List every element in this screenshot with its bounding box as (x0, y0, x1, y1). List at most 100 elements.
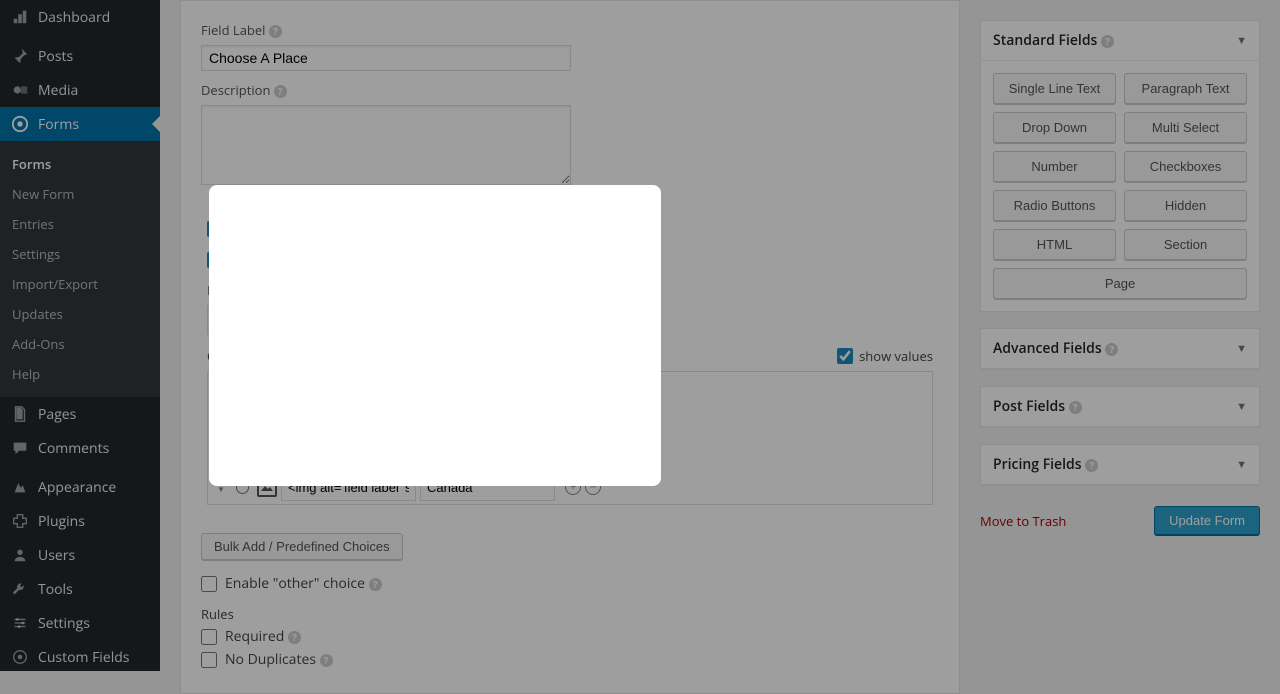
remove-choice-icon[interactable]: − (585, 411, 601, 427)
bulk-add-button[interactable]: Bulk Add / Predefined Choices (201, 533, 403, 560)
image-label-label: Personality Quiz Image Label (207, 281, 933, 299)
sidebar-item-dashboard[interactable]: Dashboard (0, 0, 160, 34)
post-fields-panel: Post Fields ? ▼ (980, 386, 1260, 428)
choice-default-radio[interactable] (236, 447, 249, 460)
description-textarea[interactable] (201, 105, 571, 185)
help-icon[interactable]: ? (320, 654, 333, 667)
forms-icon (10, 114, 30, 134)
sidebar-label: Forms (38, 115, 79, 134)
field-type-button[interactable]: Checkboxes (1124, 151, 1247, 182)
sidebar-item-forms[interactable]: Forms (0, 107, 160, 141)
choice-label-input[interactable] (281, 439, 416, 467)
show-values-checkbox[interactable] (837, 348, 853, 364)
help-icon[interactable]: ? (369, 578, 382, 591)
sidebar-item-customfields[interactable]: Custom Fields (0, 640, 160, 674)
submenu-item-help[interactable]: Help (0, 359, 160, 389)
advanced-fields-header[interactable]: Advanced Fields ? ▼ (981, 329, 1259, 369)
enable-other-checkbox[interactable] (201, 576, 217, 592)
admin-sidebar: Dashboard Posts Media Forms Forms New Fo… (0, 0, 160, 671)
add-choice-icon[interactable]: + (565, 445, 581, 461)
help-icon[interactable]: ? (1085, 459, 1098, 472)
field-type-button[interactable]: Number (993, 151, 1116, 182)
submenu-item-newform[interactable]: New Form (0, 179, 160, 209)
custom-fields-icon (10, 647, 30, 667)
pages-icon (10, 404, 30, 424)
field-settings-panel: Field Label ? Description ? Use for Pers… (180, 0, 960, 694)
choices-table: Label Value + − (207, 371, 933, 505)
drag-handle-icon[interactable] (214, 413, 228, 425)
help-icon[interactable]: ? (288, 631, 301, 644)
standard-fields-header[interactable]: Standard Fields ? ▼ (981, 21, 1259, 61)
submenu-item-entries[interactable]: Entries (0, 209, 160, 239)
sidebar-item-appearance[interactable]: Appearance (0, 470, 160, 504)
pricing-fields-header[interactable]: Pricing Fields ? ▼ (981, 445, 1259, 485)
choice-label-input[interactable] (281, 473, 416, 501)
sidebar-item-plugins[interactable]: Plugins (0, 504, 160, 538)
help-icon[interactable]: ? (269, 25, 282, 38)
field-type-button[interactable]: Section (1124, 229, 1247, 260)
add-choice-icon[interactable]: + (565, 479, 581, 495)
image-label-input[interactable] (207, 305, 367, 335)
sidebar-item-pages[interactable]: Pages (0, 397, 160, 431)
sidebar-item-posts[interactable]: Posts (0, 39, 160, 73)
submenu-item-updates[interactable]: Updates (0, 299, 160, 329)
rules-label: Rules (201, 605, 939, 623)
sidebar-item-comments[interactable]: Comments (0, 431, 160, 465)
col-value-header: Value (433, 378, 578, 396)
comments-icon (10, 438, 30, 458)
sidebar-item-media[interactable]: Media (0, 73, 160, 107)
remove-choice-icon[interactable]: − (585, 479, 601, 495)
sidebar-label: Tools (38, 580, 73, 599)
field-type-button[interactable]: Drop Down (993, 112, 1116, 143)
noduplicates-checkbox[interactable] (201, 652, 217, 668)
sidebar-label: Pages (38, 405, 76, 424)
submenu-item-forms[interactable]: Forms (0, 149, 160, 179)
choice-default-radio[interactable] (236, 413, 249, 426)
help-icon[interactable]: ? (1101, 35, 1114, 48)
field-type-button[interactable]: Page (993, 268, 1247, 299)
submenu-item-importexport[interactable]: Import/Export (0, 269, 160, 299)
required-checkbox[interactable] (201, 629, 217, 645)
field-type-button[interactable]: Hidden (1124, 190, 1247, 221)
image-icon[interactable] (257, 443, 277, 463)
remove-choice-icon[interactable]: − (585, 445, 601, 461)
help-icon[interactable]: ? (1105, 343, 1118, 356)
field-type-button[interactable]: Paragraph Text (1124, 73, 1247, 104)
post-fields-header[interactable]: Post Fields ? ▼ (981, 387, 1259, 427)
help-icon[interactable]: ? (274, 85, 287, 98)
choice-value-input[interactable] (420, 405, 555, 433)
field-type-button[interactable]: Multi Select (1124, 112, 1247, 143)
noduplicates-label: No Duplicates ? (225, 650, 333, 669)
upload-image-button[interactable]: Upload Image (373, 307, 480, 334)
choice-value-input[interactable] (420, 439, 555, 467)
choice-value-input[interactable] (420, 473, 555, 501)
add-choice-icon[interactable]: + (565, 411, 581, 427)
image-icon[interactable] (257, 409, 277, 429)
sidebar-item-tools[interactable]: Tools (0, 572, 160, 606)
sidebar-item-settings[interactable]: Settings (0, 606, 160, 640)
drag-handle-icon[interactable] (214, 447, 228, 459)
choice-default-radio[interactable] (236, 481, 249, 494)
drag-handle-icon[interactable] (214, 481, 228, 493)
move-to-trash-link[interactable]: Move to Trash (980, 512, 1066, 530)
update-form-button[interactable]: Update Form (1154, 506, 1260, 535)
field-label-input[interactable] (201, 45, 571, 71)
choice-label-input[interactable] (281, 405, 416, 433)
chevron-down-icon: ▼ (1236, 457, 1247, 472)
sidebar-label: Settings (38, 614, 90, 633)
advanced-fields-panel: Advanced Fields ? ▼ (980, 328, 1260, 370)
submenu-item-addons[interactable]: Add-Ons (0, 329, 160, 359)
sidebar-item-users[interactable]: Users (0, 538, 160, 572)
submenu-item-settings[interactable]: Settings (0, 239, 160, 269)
help-icon[interactable]: ? (257, 351, 270, 364)
help-icon[interactable]: ? (1069, 401, 1082, 414)
personality-quiz-checkbox[interactable] (207, 221, 223, 237)
standard-fields-panel: Standard Fields ? ▼ Single Line Text Par… (980, 20, 1260, 312)
sidebar-label: Media (38, 81, 78, 100)
field-type-button[interactable]: Radio Buttons (993, 190, 1116, 221)
tools-icon (10, 579, 30, 599)
field-type-button[interactable]: Single Line Text (993, 73, 1116, 104)
shuffle-answers-checkbox[interactable] (207, 252, 223, 268)
image-icon[interactable] (257, 477, 277, 497)
field-type-button[interactable]: HTML (993, 229, 1116, 260)
